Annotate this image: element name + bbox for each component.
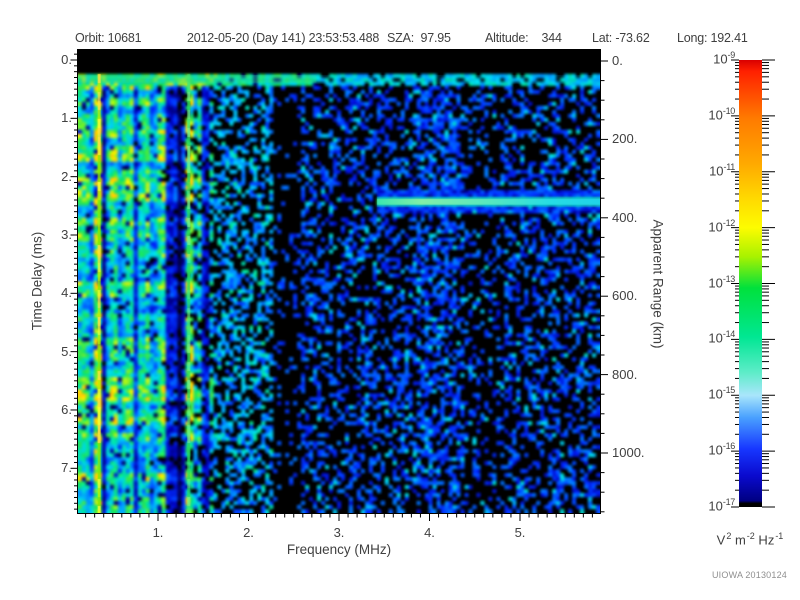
x-axis-tick-label: 3.: [333, 525, 345, 540]
x-axis-title: Frequency (MHz): [286, 542, 392, 557]
colorbar-tick-label: 10-15: [708, 385, 735, 402]
y-axis-tick-label: 7.: [61, 460, 72, 476]
y2-axis-tick-label: 600.: [612, 288, 638, 304]
header-field: 2012-05-20 (Day 141) 23:53:53.488: [187, 31, 380, 45]
y2-axis-tick-label: 1000.: [612, 445, 645, 460]
colorbar-gradient: [739, 60, 762, 507]
x-axis-tick-label: 4.: [424, 525, 435, 540]
colorbar-tick-label: 10-16: [708, 441, 735, 458]
y2-axis-tick-label: 0.: [612, 53, 623, 68]
x-axis-tick-label: 1.: [152, 525, 164, 540]
y-axis-title-left: Time Delay (ms): [29, 231, 45, 331]
y-axis-tick-label: 5.: [61, 343, 72, 359]
colorbar-tick-label: 10-11: [709, 161, 735, 179]
x-axis-tick-label: 5.: [514, 525, 526, 540]
colorbar-tick-label: 10-9: [713, 50, 735, 67]
spectrogram-plot-area: [77, 49, 601, 514]
x-axis-tick-label: 2.: [243, 525, 254, 540]
colorbar-tick-label: 10-17: [708, 497, 735, 514]
y-axis-title-right: Apparent Range (km): [650, 219, 666, 349]
header-field: Lat: -73.62: [592, 31, 650, 45]
spectrogram-canvas: [78, 50, 600, 513]
y-axis-tick-label: 4.: [61, 285, 72, 301]
y-axis-tick-label: 0.: [61, 52, 72, 67]
header-field: Orbit: 10681: [75, 31, 142, 45]
watermark-label: UIOWA 20130124: [711, 570, 787, 580]
y2-axis-tick-label: 800.: [612, 366, 638, 382]
colorbar-tick-label: 10-12: [708, 217, 735, 234]
colorbar-tick-label: 10-14: [708, 329, 735, 346]
y-axis-tick-label: 6.: [61, 401, 72, 417]
header-field: Long: 192.41: [677, 31, 748, 45]
y-axis-tick-label: 2.: [61, 168, 72, 184]
y-axis-tick-label: 3.: [61, 226, 72, 242]
colorbar-tick-label: 10-13: [708, 273, 735, 290]
y2-axis-tick-label: 200.: [612, 131, 638, 147]
y-axis-tick-label: 1.: [61, 110, 72, 126]
colorbar-unit-label: V2 m-2 Hz-1: [716, 531, 784, 548]
colorbar-tick-label: 10-10: [708, 105, 735, 123]
y2-axis-tick-label: 400.: [612, 209, 638, 225]
header-field: Altitude: 344: [485, 31, 562, 45]
header-field: SZA: 97.95: [387, 31, 451, 45]
